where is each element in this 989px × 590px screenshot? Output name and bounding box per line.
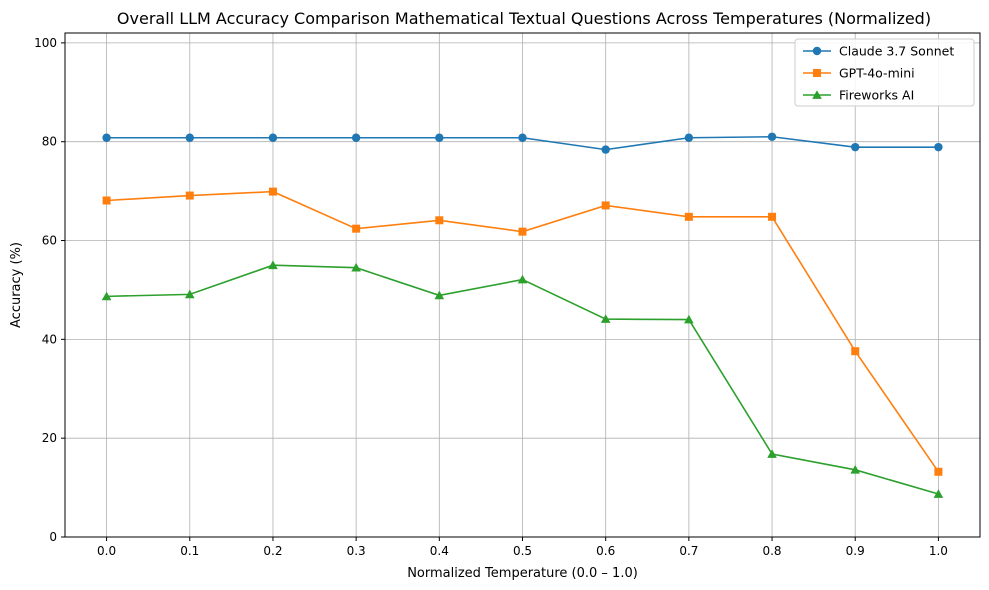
- data-point: [684, 133, 694, 142]
- series-1: [102, 187, 943, 476]
- data-point: [268, 133, 278, 142]
- data-point: [101, 291, 112, 301]
- data-point: [601, 145, 610, 154]
- series-0: [102, 132, 943, 154]
- data-point: [601, 201, 610, 210]
- data-point: [102, 196, 111, 205]
- legend-entry: GPT-4o-mini: [803, 66, 915, 81]
- data-point: [934, 467, 943, 476]
- data-point: [767, 449, 777, 458]
- data-point: [434, 290, 445, 300]
- legend-marker: [812, 90, 822, 99]
- legend: Claude 3.7 Sonnet GPT-4o-mini Fireworks AI: [794, 38, 975, 107]
- legend-label: Claude 3.7 Sonnet: [839, 44, 954, 59]
- grid: [65, 33, 980, 538]
- x-tick-label: 0.1: [180, 544, 199, 558]
- legend-box: [794, 38, 975, 107]
- data-point: [435, 133, 444, 142]
- legend-marker: [812, 46, 822, 56]
- series-layer: [101, 132, 944, 498]
- data-point: [352, 224, 361, 233]
- legend-entry: Claude 3.7 Sonnet: [803, 44, 954, 59]
- x-axis-ticks: 0.0 0.1 0.2 0.3 0.4 0.5 0.6 0.7 0.8 0.9 1.0: [97, 537, 948, 558]
- y-tick-label: 0: [49, 530, 57, 544]
- data-point: [351, 262, 361, 272]
- y-tick-label: 80: [42, 135, 57, 149]
- x-tick-label: 0.6: [596, 544, 615, 558]
- y-tick-label: 60: [42, 234, 57, 248]
- data-point: [184, 289, 195, 299]
- y-axis-ticks: 0 20 40 60 80 100: [34, 36, 65, 544]
- data-point: [185, 133, 194, 142]
- data-point: [768, 212, 777, 221]
- legend-entry: Fireworks AI: [803, 88, 914, 103]
- y-tick-label: 100: [34, 36, 57, 50]
- legend-label: Fireworks AI: [839, 88, 914, 103]
- x-axis-label: Normalized Temperature (0.0 – 1.0): [407, 566, 638, 581]
- data-point: [684, 212, 693, 221]
- y-tick-label: 40: [42, 332, 57, 346]
- data-point: [102, 133, 111, 142]
- data-point: [268, 187, 277, 196]
- data-point: [933, 489, 944, 498]
- x-tick-label: 0.7: [679, 544, 698, 558]
- data-point: [851, 142, 860, 152]
- data-point: [518, 133, 527, 142]
- chart-title: Overall LLM Accuracy Comparison Mathemat…: [117, 9, 931, 28]
- y-tick-label: 20: [42, 431, 57, 445]
- data-point: [850, 465, 861, 474]
- data-point: [684, 314, 694, 324]
- x-tick-label: 0.2: [263, 544, 282, 558]
- x-tick-label: 0.9: [846, 544, 865, 558]
- legend-label: GPT-4o-mini: [839, 66, 915, 81]
- data-point: [517, 274, 528, 284]
- data-point: [767, 132, 777, 141]
- y-axis-label: Accuracy (%): [9, 242, 24, 328]
- data-point: [185, 191, 194, 200]
- x-tick-label: 0.0: [97, 544, 116, 558]
- x-tick-label: 0.5: [513, 544, 532, 558]
- x-tick-label: 0.4: [430, 544, 449, 558]
- series-2: [101, 260, 944, 498]
- x-tick-label: 0.3: [347, 544, 366, 558]
- data-point: [851, 347, 860, 356]
- x-tick-label: 0.8: [762, 544, 781, 558]
- x-tick-label: 1.0: [929, 544, 948, 558]
- legend-marker: [813, 69, 821, 77]
- data-point: [351, 133, 361, 142]
- data-point: [435, 216, 444, 225]
- data-point: [934, 142, 943, 152]
- data-point: [518, 227, 527, 236]
- data-point: [268, 260, 278, 270]
- data-point: [600, 314, 611, 323]
